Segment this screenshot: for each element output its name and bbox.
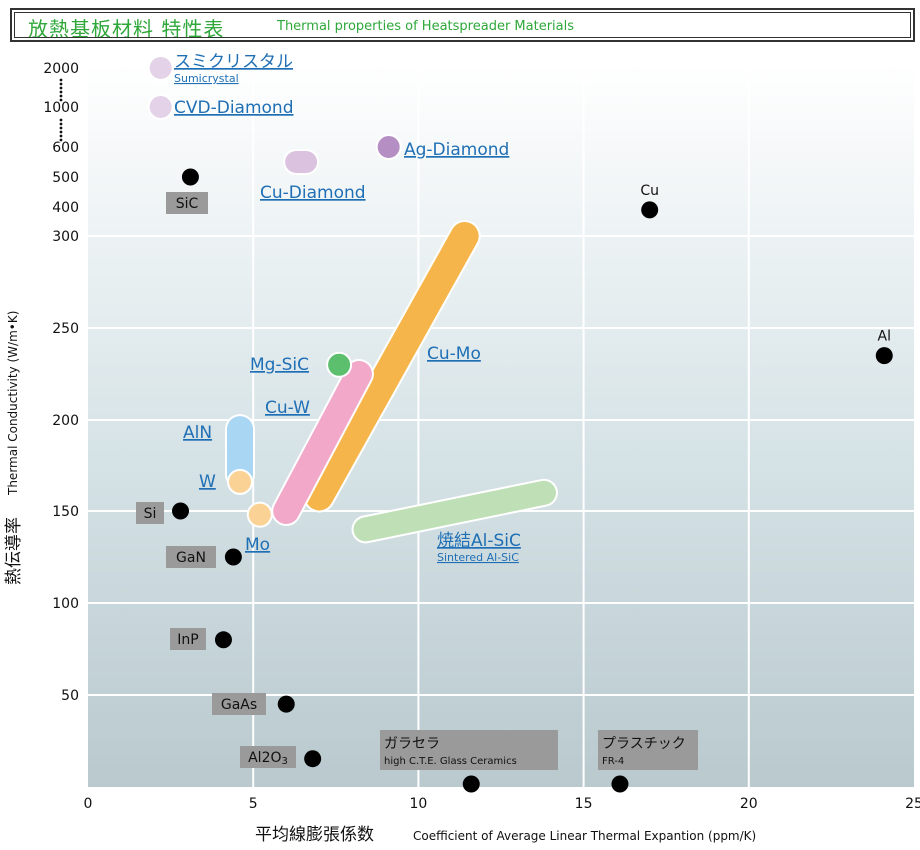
reference-label-box	[170, 628, 206, 650]
reference-point	[277, 695, 295, 713]
material-sublabel: Sumicrystal	[174, 72, 239, 85]
reference-label: GaAs	[221, 697, 257, 713]
axis-break-dot	[59, 98, 63, 102]
x-tick-label: 25	[905, 796, 920, 812]
reference-point	[172, 502, 190, 520]
reference-label-box	[240, 746, 296, 768]
material-label: Cu-Diamond	[260, 183, 366, 203]
material-sublabel: Sintered Al-SiC	[437, 551, 519, 564]
y-tick-label: 250	[52, 321, 79, 337]
reference-label: ガラセラ	[384, 736, 440, 752]
reference-sublabel: high C.T.E. Glass Ceramics	[384, 756, 517, 767]
reference-point	[181, 168, 199, 186]
material-label: Cu-Mo	[427, 344, 481, 364]
material-mark	[326, 351, 353, 378]
reference-label: Al	[878, 329, 891, 345]
material-band	[353, 480, 556, 542]
y-tick-label: 150	[52, 504, 79, 520]
x-tick-label: 5	[249, 796, 258, 812]
x-tick-label: 20	[740, 796, 758, 812]
y-axis-break-dots	[59, 78, 63, 142]
reference-label-box	[598, 730, 698, 770]
x-tick-label: 15	[575, 796, 593, 812]
x-tick-label: 0	[84, 796, 93, 812]
material-label: CVD-Diamond	[174, 98, 293, 118]
axis-break-dot	[59, 138, 63, 142]
axis-break-dot	[59, 78, 63, 82]
axis-break-dot	[59, 134, 63, 138]
chart-header: 放熱基板材料 特性表 Thermal properties of Heatspr…	[10, 8, 915, 42]
x-tick-labels: 0 5 10 15 20 25	[84, 796, 920, 812]
plot-area	[88, 62, 914, 787]
material-mark	[147, 55, 174, 81]
material-label: AlN	[183, 423, 212, 443]
material-label: Mo	[245, 535, 270, 555]
y-tick-labels: 2000 1000 600 500 400 300 250 200 150 100 50	[43, 61, 79, 704]
reference-point	[641, 201, 659, 219]
y-tick-label: 200	[52, 413, 79, 429]
y-tick-label: 300	[52, 229, 79, 245]
axis-break-dot	[59, 90, 63, 94]
reference-label: Al2O3	[248, 750, 288, 767]
grid-lines	[88, 62, 914, 787]
material-label: Cu-W	[265, 398, 310, 418]
material-mark	[375, 134, 402, 160]
axis-break-dot	[59, 82, 63, 86]
material-label: Ag-Diamond	[404, 140, 509, 160]
material-label: Mg-SiC	[250, 355, 309, 375]
y-tick-label: 500	[52, 170, 79, 186]
material-mark	[226, 468, 253, 495]
y-tick-label: 50	[61, 688, 79, 704]
y-tick-label: 400	[52, 200, 79, 216]
axis-break-dot	[59, 86, 63, 90]
reference-label-box	[136, 502, 164, 524]
axis-break-dot	[59, 122, 63, 126]
reference-label: プラスチック	[602, 736, 686, 752]
x-axis-title-en: Coefficient of Average Linear Thermal Ex…	[413, 829, 756, 843]
reference-point	[304, 750, 322, 768]
reference-label-box	[212, 693, 266, 715]
reference-points: SiC Cu Al Si GaN InP GaAs Al2O3 ガラセラ high C.T.E. …	[136, 168, 893, 793]
axis-break-dot	[59, 94, 63, 98]
reference-point	[611, 775, 629, 793]
axis-break-dot	[59, 126, 63, 130]
material-mark	[246, 501, 273, 528]
y-axis-title-ja: 熱伝導率	[4, 517, 24, 585]
material-label: 焼結Al-SiC	[437, 531, 521, 551]
y-axis-title-en: Thermal Conductivity (W/m•K)	[6, 311, 20, 496]
material-mark	[147, 94, 174, 120]
x-axis-title-ja: 平均線膨張係数	[255, 825, 374, 845]
y-tick-label: 1000	[43, 100, 79, 116]
y-tick-label: 600	[52, 140, 79, 156]
reference-point	[462, 775, 480, 793]
material-band	[273, 361, 372, 524]
reference-label: Si	[144, 506, 157, 522]
reference-label-box	[380, 730, 558, 770]
reference-point	[224, 548, 242, 566]
reference-label: InP	[177, 632, 198, 648]
y-tick-label: 100	[52, 596, 79, 612]
y-tick-label: 2000	[43, 61, 79, 77]
axis-break-dot	[59, 118, 63, 122]
reference-sublabel: FR-4	[602, 756, 624, 767]
reference-label-box	[166, 192, 208, 214]
reference-label: GaN	[176, 550, 206, 566]
x-tick-label: 10	[409, 796, 427, 812]
axis-break-dot	[59, 130, 63, 134]
reference-label: SiC	[176, 196, 199, 212]
material-label: スミクリスタル	[174, 52, 293, 72]
reference-point	[875, 347, 893, 365]
reference-point	[214, 631, 232, 649]
material-band	[305, 222, 479, 511]
material-label: W	[199, 472, 216, 492]
reference-label: Cu	[640, 183, 659, 199]
reference-label-box	[166, 546, 216, 568]
